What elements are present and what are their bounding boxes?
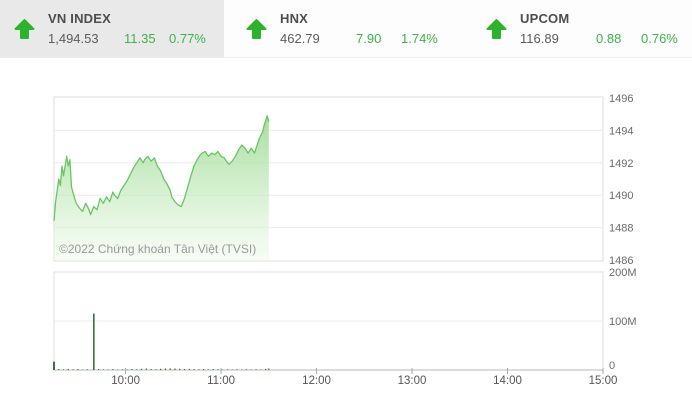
price-area-fill (54, 115, 269, 260)
index-value: 462.79 (280, 31, 320, 46)
volume-bar (250, 369, 252, 370)
volume-bar (140, 368, 143, 370)
price-line (53, 115, 270, 222)
index-numbers: 1,494.53 11.35 0.77% (48, 31, 206, 46)
volume-bar (268, 368, 270, 370)
volume-bar (212, 369, 214, 370)
index-name: VN INDEX (48, 11, 112, 26)
volume-bar (62, 369, 65, 370)
index-change-pct: 1.74% (401, 31, 438, 46)
x-axis-label: 10:00 (111, 375, 140, 387)
volume-bar (241, 369, 243, 370)
index-value: 1,494.53 (48, 31, 99, 46)
index-tile-text: VN INDEX 1,494.53 11.35 0.77% (48, 11, 206, 46)
x-axis-label: 12:00 (302, 375, 331, 387)
price-axis-label: 1490 (609, 190, 633, 202)
volume-bar (150, 369, 152, 370)
volume-bar (174, 368, 176, 370)
volume-bar (117, 369, 119, 370)
volume-bar (155, 369, 157, 370)
volume-bar (169, 368, 171, 370)
volume-bar (193, 369, 195, 370)
x-axis-label: 15:00 (589, 375, 618, 387)
volume-bar (226, 369, 229, 370)
volume-bar (77, 369, 79, 370)
price-axis-label: 1494 (609, 125, 633, 137)
volume-axis-label: 100M (609, 316, 637, 328)
volume-bar (203, 369, 205, 370)
volume-bar (164, 368, 166, 370)
volume-bar (222, 369, 224, 370)
index-numbers: 116.89 0.88 0.76% (520, 31, 678, 46)
index-change: 7.90 (356, 31, 382, 46)
price-axis-label: 1486 (609, 255, 633, 267)
price-axis-label: 1492 (609, 158, 633, 170)
index-change-pct: 0.76% (641, 31, 678, 46)
volume-bar (231, 369, 233, 370)
volume-bar (145, 368, 147, 370)
volume-bar (58, 369, 60, 370)
volume-bar (188, 368, 190, 370)
index-change: 11.35 (124, 31, 156, 46)
volume-bar (82, 369, 84, 370)
volume-bar (126, 369, 128, 370)
x-axis-label: 13:00 (398, 375, 427, 387)
index-tile-vnindex[interactable]: VN INDEX 1,494.53 11.35 0.77% (0, 0, 224, 57)
volume-bar (179, 368, 181, 370)
volume-bar (236, 369, 238, 370)
price-pane-border (53, 96, 604, 262)
volume-bar (245, 369, 248, 370)
volume-bar (107, 369, 109, 370)
volume-bar (255, 369, 257, 370)
up-arrow-icon (486, 18, 507, 40)
volume-bar (93, 313, 95, 370)
index-change: 0.88 (596, 31, 622, 46)
volume-bar (98, 369, 100, 370)
volume-bar (136, 369, 138, 370)
volume-bar (72, 369, 74, 370)
volume-bar (131, 369, 133, 370)
volume-bar (121, 369, 123, 370)
index-numbers: 462.79 7.90 1.74% (280, 31, 438, 46)
volume-bar (198, 369, 200, 370)
volume-bar (183, 369, 186, 370)
index-tile-text: UPCOM 116.89 0.88 0.76% (520, 11, 678, 46)
up-arrow-icon (246, 18, 267, 40)
volume-bar (217, 369, 219, 370)
volume-bar (86, 369, 88, 370)
index-tile-upcom[interactable]: UPCOM 116.89 0.88 0.76% (466, 0, 692, 57)
price-axis-label: 1496 (609, 93, 633, 105)
index-strip: VN INDEX 1,494.53 11.35 0.77% HNX 462.79… (0, 0, 692, 58)
index-value: 116.89 (520, 31, 559, 46)
x-axis-label: 14:00 (493, 375, 522, 387)
volume-axis-label: 200M (609, 267, 637, 279)
volume-bar (102, 369, 104, 370)
index-change-pct: 0.77% (169, 31, 206, 46)
x-axis-label: 11:00 (207, 375, 235, 387)
index-tile-hnx[interactable]: HNX 462.79 7.90 1.74% (230, 0, 462, 57)
volume-bar (112, 369, 114, 370)
volume-bar (160, 368, 162, 370)
volume-axis-label: 0 (609, 360, 615, 372)
index-name: HNX (280, 11, 309, 26)
price-axis-label: 1488 (609, 223, 633, 235)
index-name: UPCOM (520, 11, 570, 26)
volume-bar (260, 369, 262, 370)
index-tile-text: HNX 462.79 7.90 1.74% (280, 11, 438, 46)
volume-bar (53, 361, 55, 370)
volume-bar (67, 369, 69, 370)
up-arrow-icon (14, 18, 35, 40)
volume-bar (265, 369, 267, 370)
volume-bar (207, 369, 209, 370)
